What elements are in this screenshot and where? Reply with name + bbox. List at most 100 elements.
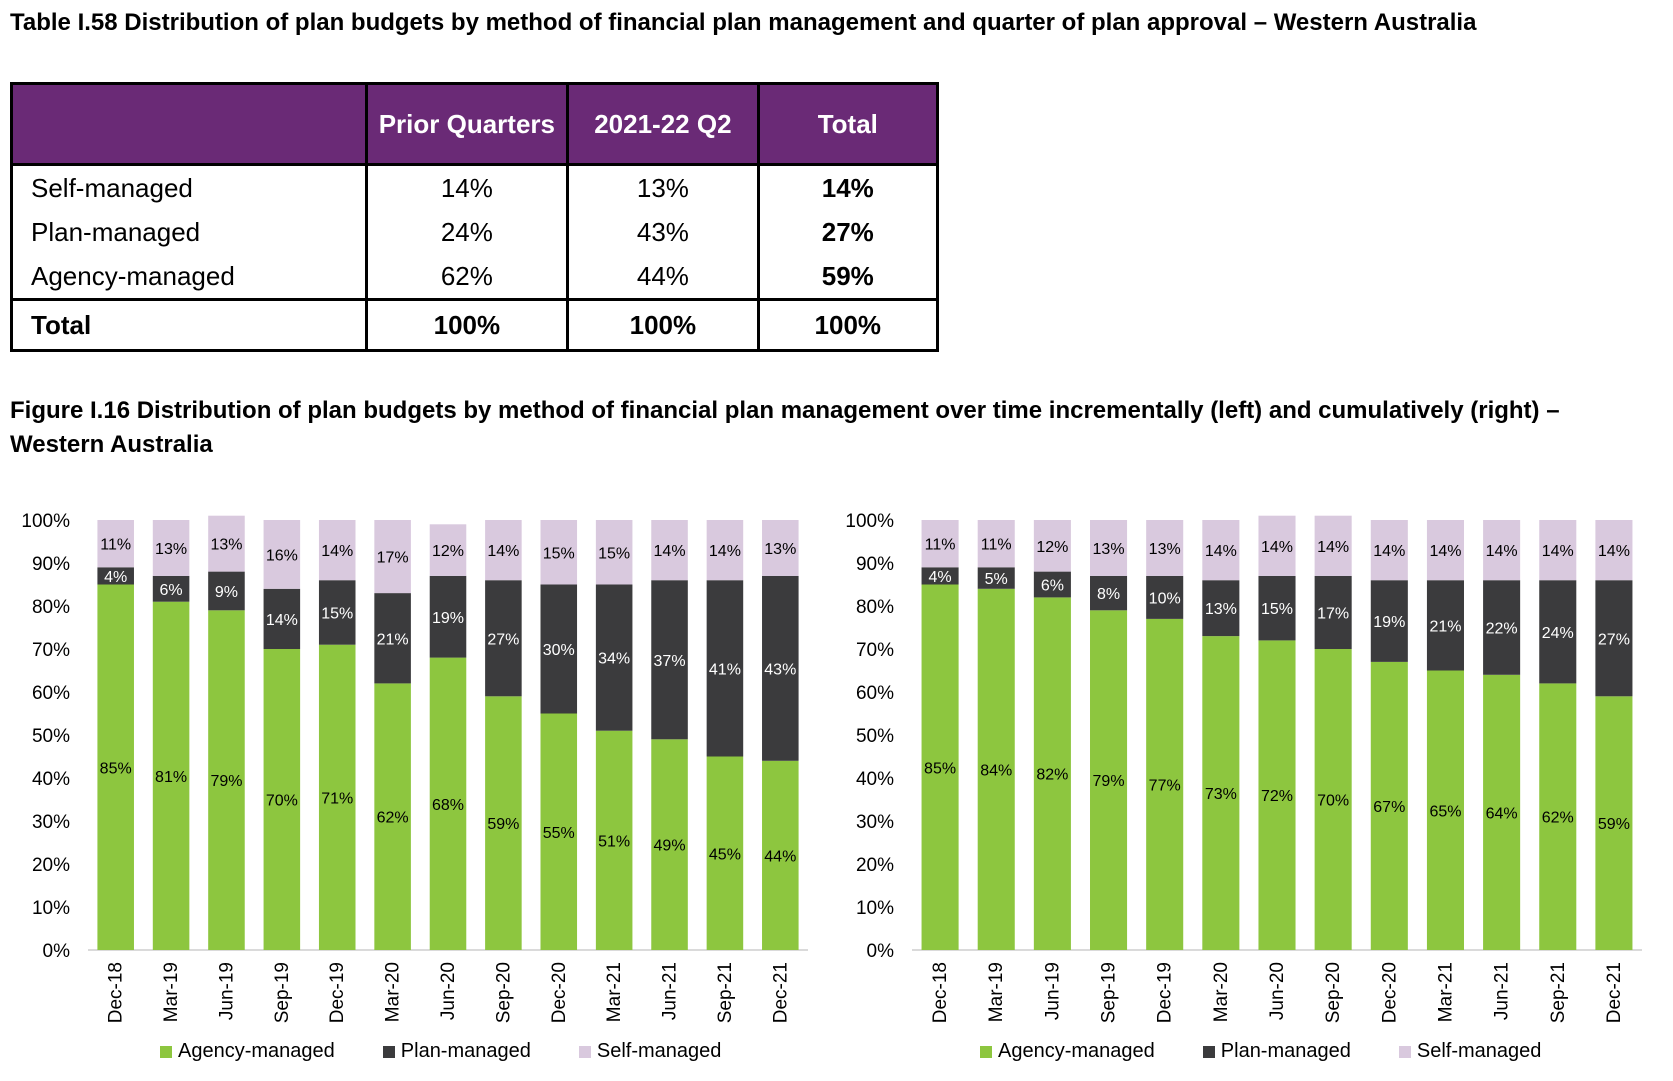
bar-segment-agency xyxy=(1258,640,1296,950)
y-tick-label: 0% xyxy=(43,941,71,962)
bar-segment-agency xyxy=(1314,649,1352,950)
x-tick-label: Dec-19 xyxy=(1155,962,1176,1023)
table-row-agency-managed: Agency-managed 62% 44% 59% xyxy=(12,254,938,300)
x-tick-label: Mar-20 xyxy=(383,962,404,1022)
data-label-self: 13% xyxy=(764,541,796,558)
data-label-self: 12% xyxy=(1036,539,1068,556)
data-label-plan: 9% xyxy=(215,584,238,601)
bar-segment-self xyxy=(1314,515,1352,576)
bar-segment-agency xyxy=(1483,674,1521,950)
bar-segment-self xyxy=(485,520,522,581)
bar-segment-plan xyxy=(208,571,245,611)
data-label-agency: 72% xyxy=(1261,788,1293,805)
legend-label: Self-managed xyxy=(1416,1040,1542,1062)
cell-total: 14% xyxy=(756,164,938,210)
data-label-agency: 45% xyxy=(709,846,741,863)
bar-segment-self xyxy=(1426,520,1464,581)
data-label-agency: 85% xyxy=(100,760,132,777)
bar-segment-self xyxy=(208,515,245,572)
bar-segment-self xyxy=(374,520,411,594)
x-tick-label: Sep-19 xyxy=(272,962,293,1023)
data-label-self: 16% xyxy=(266,547,298,564)
bar-segment-self xyxy=(706,520,744,581)
data-label-plan: 21% xyxy=(1429,618,1461,635)
x-tick-label: Jun-21 xyxy=(1492,962,1513,1020)
bar-segment-plan xyxy=(921,567,959,585)
data-label-plan: 13% xyxy=(1205,601,1237,618)
data-label-plan: 37% xyxy=(654,653,686,670)
bar-segment-plan xyxy=(1090,575,1128,611)
data-label-agency: 73% xyxy=(1205,786,1237,803)
table-row-total: Total 100% 100% 100% xyxy=(11,298,938,351)
bar-segment-agency xyxy=(706,756,744,950)
bar-segment-plan xyxy=(540,584,578,714)
legend-swatch xyxy=(980,1045,992,1058)
bar-segment-agency xyxy=(97,584,134,950)
x-tick-label: Sep-20 xyxy=(493,962,514,1023)
row-label: Agency-managed xyxy=(31,260,235,291)
x-tick-label: Jun-20 xyxy=(1267,962,1288,1020)
bar-segment-agency xyxy=(1090,610,1128,950)
bar-segment-plan xyxy=(152,575,190,602)
cell-total: 100% xyxy=(756,298,938,351)
bar-segment-self xyxy=(1033,520,1071,572)
bar-segment-agency xyxy=(1146,618,1184,950)
data-label-agency: 68% xyxy=(432,797,464,814)
y-tick-label: 20% xyxy=(856,855,894,876)
plan-budget-table: Prior Quarters 2021-22 Q2 Total Self-man… xyxy=(10,82,939,352)
bar-segment-self xyxy=(1370,520,1408,581)
y-tick-label: 40% xyxy=(32,769,70,790)
bar-segment-plan xyxy=(977,567,1015,589)
x-tick-label: Sep-19 xyxy=(1099,962,1120,1023)
y-tick-label: 30% xyxy=(856,812,894,833)
bar-segment-agency xyxy=(374,683,411,950)
table-row-plan-managed: Plan-managed 24% 43% 27% xyxy=(12,210,938,254)
data-label-agency: 65% xyxy=(1429,803,1461,820)
bar-segment-plan xyxy=(1314,575,1352,649)
legend-item-self: Self-managed xyxy=(578,1040,722,1063)
cell-total: 27% xyxy=(756,210,938,254)
legend-label: Plan-managed xyxy=(400,1040,531,1062)
bar-segment-plan xyxy=(762,575,799,761)
x-tick-label: Dec-18 xyxy=(106,962,127,1023)
data-label-self: 12% xyxy=(432,543,464,560)
y-tick-label: 80% xyxy=(32,597,70,618)
data-label-plan: 5% xyxy=(985,571,1008,588)
bar-segment-self xyxy=(762,520,799,576)
bar-segment-plan xyxy=(374,593,411,684)
data-label-self: 14% xyxy=(321,543,353,560)
y-tick-label: 0% xyxy=(867,941,895,962)
data-label-agency: 59% xyxy=(1598,816,1630,833)
cell-prior: 100% xyxy=(364,298,568,351)
bar-segment-plan xyxy=(429,575,467,658)
bar-segment-agency xyxy=(1595,696,1633,950)
data-label-agency: 67% xyxy=(1373,799,1405,816)
data-label-self: 14% xyxy=(487,543,519,560)
legend-label: Self-managed xyxy=(596,1040,722,1062)
legend-label: Plan-managed xyxy=(1220,1040,1351,1062)
data-label-agency: 55% xyxy=(543,825,575,842)
cell-total: 59% xyxy=(756,254,938,300)
incremental-chart-legend: Agency-managed Plan-managed Self-managed xyxy=(160,1040,769,1063)
data-label-self: 15% xyxy=(543,545,575,562)
cell-q2: 43% xyxy=(566,210,759,254)
bar-segment-plan xyxy=(263,588,301,649)
data-label-self: 14% xyxy=(1598,543,1630,560)
data-label-self: 14% xyxy=(1429,543,1461,560)
data-label-agency: 62% xyxy=(1542,810,1574,827)
bar-segment-agency xyxy=(762,760,799,950)
header-cell-blank xyxy=(11,83,367,166)
x-tick-label: Jun-19 xyxy=(216,962,237,1020)
bar-segment-self xyxy=(1483,520,1521,581)
y-tick-label: 50% xyxy=(856,726,894,747)
bar-segment-self xyxy=(429,524,467,576)
data-label-agency: 44% xyxy=(764,848,796,865)
table-title: Table I.58 Distribution of plan budgets … xyxy=(10,9,1477,36)
x-tick-label: Sep-21 xyxy=(715,962,736,1023)
data-label-plan: 10% xyxy=(1149,590,1181,607)
data-label-self: 14% xyxy=(1486,543,1518,560)
bar-segment-self xyxy=(152,520,190,576)
data-label-self: 13% xyxy=(210,537,242,554)
data-label-agency: 77% xyxy=(1149,777,1181,794)
legend-swatch xyxy=(1398,1045,1411,1058)
